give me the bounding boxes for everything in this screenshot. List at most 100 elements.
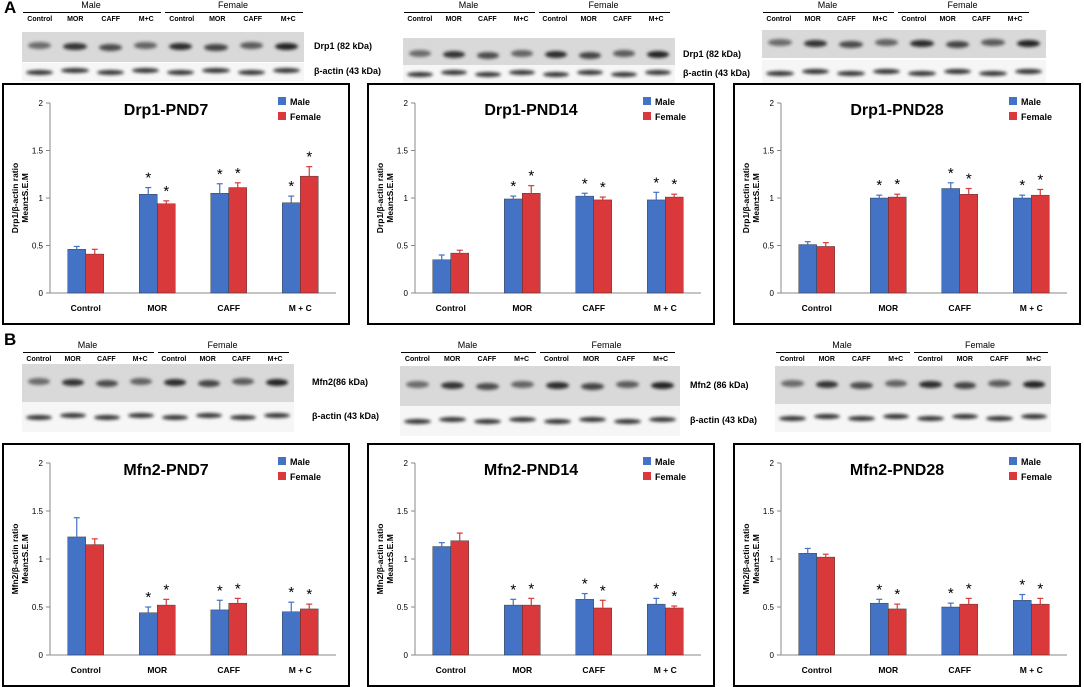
blot-band [546,382,569,389]
sex-line-male [404,12,535,13]
y-tick-label: 0.5 [763,242,775,251]
y-tick-label: 0 [770,289,775,298]
blot-band [908,71,936,76]
sex-line-female [539,12,670,13]
bar-female [450,540,469,656]
blot-band [26,70,54,75]
y-tick-label: 0.5 [32,603,44,612]
blot-band [96,70,124,75]
significance-mark: * [163,581,169,598]
y-axis-label: Mfn2/β-actin ratio [741,524,751,595]
blot-actin-label: β-actin (43 kDa) [690,415,758,425]
bar-male [575,195,594,294]
lane-label: M+C [132,356,148,363]
bar-female [816,556,835,656]
blot-band [979,71,1007,76]
blot-band [511,50,533,57]
blot-band [884,380,907,387]
blot-band [131,68,159,73]
blot-band [910,40,934,47]
chart-svg: Drp1-PND7 Drp1/β-actin ratio Mean±S.E.M 0 0.… [10,97,336,313]
x-tick-label: MOR [147,665,167,675]
chart-title: Mfn2-PND7 [123,462,208,479]
blot-band [509,417,536,422]
significance-mark: * [966,580,972,597]
blot-band [441,70,467,75]
x-tick-label: M + C [1020,665,1043,675]
blot-band [169,43,193,50]
blot-band [475,72,501,77]
significance-mark: * [671,588,677,605]
bar-male [139,612,158,656]
blot-band [477,52,499,59]
x-tick-label: CAFF [217,303,240,313]
y-tick-label: 0.5 [32,242,44,251]
blot-band [981,39,1005,46]
sex-label-female: Female [588,0,619,10]
y-axis-label: Mfn2/β-actin ratio [375,524,385,595]
lane-label: M+C [513,16,529,23]
blot-band [917,416,944,421]
legend-label-female: Female [1021,112,1052,122]
legend-label-male: Male [1021,457,1041,467]
blot-band [162,415,188,420]
sex-line-male [23,352,154,353]
lane-label: CAFF [243,16,263,23]
lane-label: CAFF [972,16,991,23]
blot-band [133,42,157,49]
chart-title: Drp1-PND14 [484,102,577,119]
legend-label-male: Male [655,457,675,467]
y-axis-label: Drp1/β-actin ratio [741,163,751,233]
blot-band [232,378,254,385]
lane-label: CAFF [478,16,497,23]
blot-band [579,417,606,422]
lane-label: MOR [956,356,973,363]
bar-female [522,193,541,294]
blot-band [96,380,118,387]
sex-label-female: Female [591,340,622,350]
blot-band [581,383,604,390]
blot-band [272,68,300,73]
legend-swatch-male [643,97,651,105]
chart-drp1-pnd7: Drp1-PND7 Drp1/β-actin ratio Mean±S.E.M 0 0.… [2,83,350,325]
significance-mark: * [876,177,882,194]
legend-swatch-female [643,472,651,480]
sex-label-male: Male [458,0,479,10]
bar-female [157,604,176,656]
blot-band [404,419,431,424]
y-axis-label: Mean±S.E.M [751,534,761,584]
lane-label: Control [26,356,52,363]
lane-label: CAFF [97,356,116,363]
blot-strip-actin [400,406,680,436]
bar-male [432,259,451,294]
significance-mark: * [1037,171,1043,188]
lane-label: Control [766,16,792,23]
lane-label: MOR [804,16,821,23]
significance-mark: * [653,174,659,191]
legend-swatch-male [1009,457,1017,465]
blot-strip-actin [775,404,1051,432]
y-tick-label: 0.5 [397,242,409,251]
blot-band [874,39,898,46]
y-tick-label: 1 [404,194,409,203]
bar-male [647,603,666,656]
y-axis-label: Mean±S.E.M [20,173,30,223]
lane-label: Control [407,16,433,23]
lane-label: M+C [267,356,283,363]
blot-band [988,380,1011,387]
lane-label: MOR [939,16,956,23]
legend-swatch-female [278,112,286,120]
significance-mark: * [288,584,294,601]
lane-label: CAFF [613,16,632,23]
blot-band [409,50,431,57]
blot-band [781,380,804,387]
bar-female [959,193,978,294]
y-tick-label: 1.5 [397,147,409,156]
y-axis-label: Mean±S.E.M [385,534,395,584]
bar-female [522,604,541,656]
lane-label: M+C [648,16,664,23]
y-axis-label: Mfn2/β-actin ratio [10,524,20,595]
blot-band [98,44,122,51]
blot-band [167,70,195,75]
blot-band [943,69,971,74]
